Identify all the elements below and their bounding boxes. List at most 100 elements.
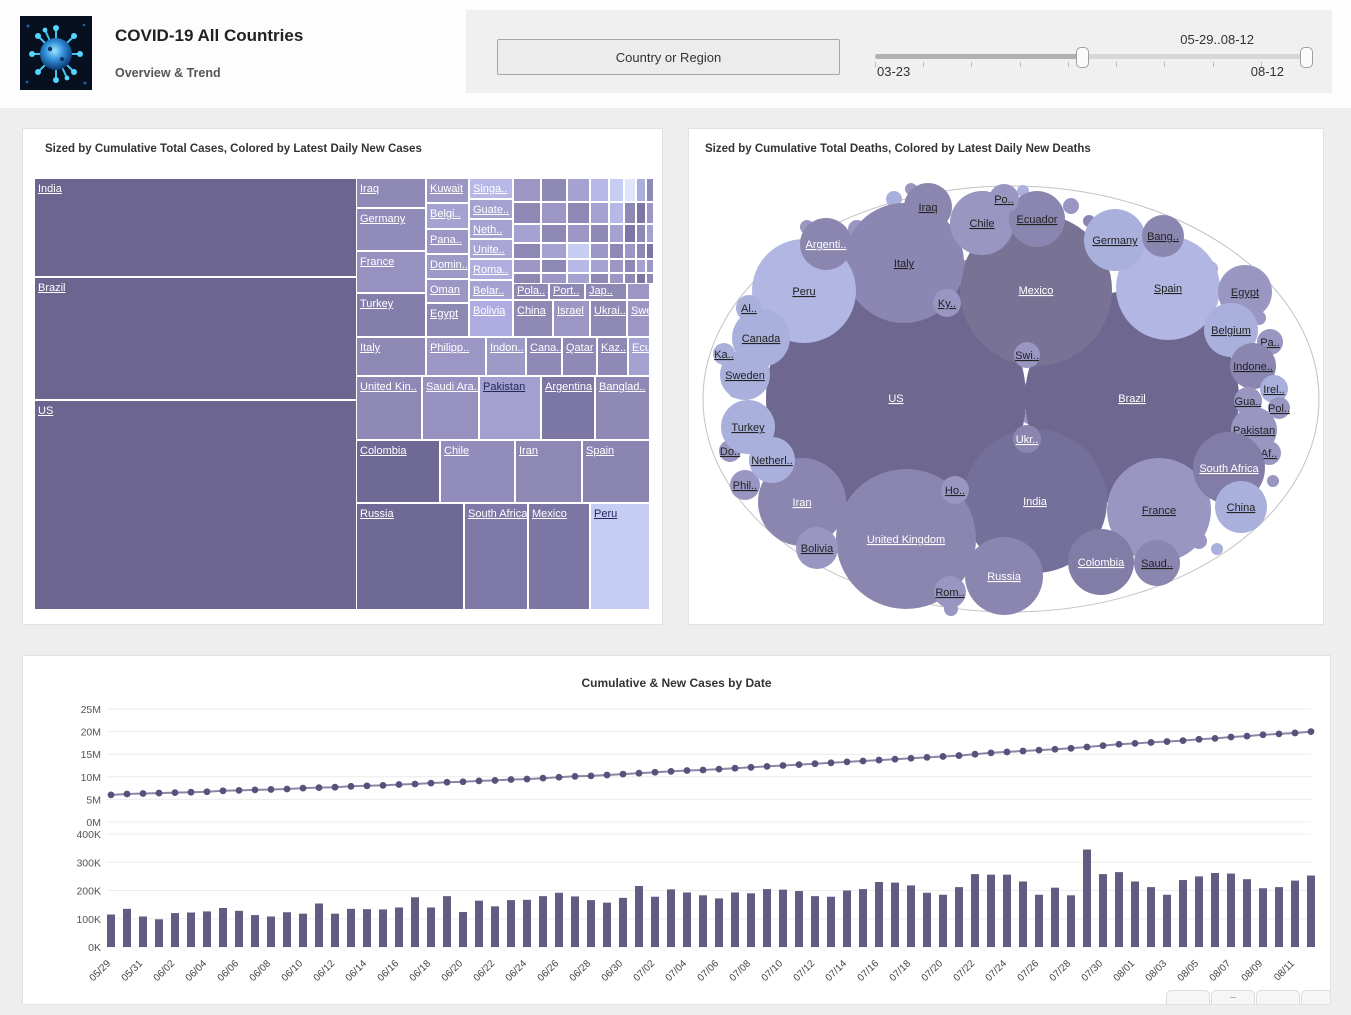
new-cases-bar[interactable] bbox=[411, 897, 419, 947]
new-cases-bar[interactable] bbox=[1291, 880, 1299, 947]
bubble-mexico[interactable] bbox=[960, 214, 1112, 366]
treemap-cell-belar[interactable]: Belar.. bbox=[470, 281, 512, 299]
bubble-iraq[interactable] bbox=[904, 183, 952, 231]
new-cases-bar[interactable] bbox=[539, 896, 547, 947]
treemap-cell-mexico[interactable]: Mexico bbox=[529, 504, 589, 609]
chart-toolbar-button-2[interactable]: − bbox=[1211, 990, 1255, 1004]
new-cases-bar[interactable] bbox=[203, 911, 211, 947]
new-cases-bar[interactable] bbox=[699, 895, 707, 947]
treemap-cell-united-kin[interactable]: United Kin.. bbox=[357, 377, 421, 439]
bubble-ecuador[interactable] bbox=[1009, 191, 1065, 247]
bubble-small[interactable] bbox=[886, 191, 902, 207]
treemap-cell-port[interactable]: Port.. bbox=[550, 281, 584, 299]
treemap-cell-ecua[interactable]: Ecua.. bbox=[629, 338, 649, 375]
bubble-swi[interactable] bbox=[1014, 342, 1040, 368]
treemap-cell-small[interactable] bbox=[542, 260, 566, 272]
bubble-france[interactable] bbox=[1107, 458, 1211, 562]
cumulative-point[interactable] bbox=[427, 779, 435, 787]
bubble-spain[interactable] bbox=[1116, 236, 1220, 340]
cumulative-point[interactable] bbox=[283, 785, 291, 793]
cumulative-point[interactable] bbox=[651, 768, 659, 776]
new-cases-bar[interactable] bbox=[747, 893, 755, 947]
treemap-cell-small[interactable] bbox=[542, 274, 566, 283]
new-cases-bar[interactable] bbox=[379, 909, 387, 947]
cumulative-point[interactable] bbox=[1179, 737, 1187, 745]
cumulative-point[interactable] bbox=[251, 786, 259, 794]
cumulative-point[interactable] bbox=[1259, 731, 1267, 739]
cumulative-point[interactable] bbox=[1307, 728, 1315, 735]
cumulative-point[interactable] bbox=[235, 786, 243, 794]
treemap-cell-small[interactable] bbox=[542, 225, 566, 242]
country-or-region-filter-button[interactable]: Country or Region bbox=[497, 39, 840, 75]
new-cases-bar[interactable] bbox=[1179, 880, 1187, 947]
treemap-cell-germany[interactable]: Germany bbox=[357, 209, 425, 250]
cumulative-point[interactable] bbox=[1115, 740, 1123, 748]
cumulative-point[interactable] bbox=[1083, 743, 1091, 751]
new-cases-bar[interactable] bbox=[603, 902, 611, 947]
treemap-cell-brazil[interactable]: Brazil bbox=[35, 278, 356, 399]
new-cases-bar[interactable] bbox=[235, 910, 243, 947]
treemap-cell-small[interactable] bbox=[591, 274, 608, 283]
cumulative-point[interactable] bbox=[315, 784, 323, 792]
cumulative-point[interactable] bbox=[907, 754, 915, 762]
treemap-cell-guate[interactable]: Guate.. bbox=[470, 200, 512, 218]
treemap-cell-small[interactable] bbox=[514, 244, 540, 258]
cumulative-point[interactable] bbox=[1291, 729, 1299, 737]
treemap-cell-small[interactable] bbox=[625, 179, 635, 201]
treemap-cell-peru[interactable]: Peru bbox=[591, 504, 649, 609]
cumulative-point[interactable] bbox=[1131, 739, 1139, 747]
treemap-cell-kuwait[interactable]: Kuwait bbox=[427, 179, 468, 202]
treemap-cell-cana[interactable]: Cana.. bbox=[527, 338, 561, 375]
cumulative-point[interactable] bbox=[1211, 734, 1219, 742]
cumulative-point[interactable] bbox=[635, 769, 643, 777]
new-cases-bar[interactable] bbox=[1019, 881, 1027, 947]
treemap-cell-bolivia[interactable]: Bolivia bbox=[470, 301, 512, 336]
cumulative-point[interactable] bbox=[523, 775, 531, 783]
bubble-al[interactable] bbox=[736, 295, 762, 321]
treemap-cell-small[interactable] bbox=[637, 225, 645, 242]
new-cases-bar[interactable] bbox=[555, 892, 563, 947]
cumulative-point[interactable] bbox=[187, 788, 195, 796]
cumulative-point[interactable] bbox=[107, 791, 115, 799]
treemap-cell-chile[interactable]: Chile bbox=[441, 441, 514, 502]
bubble-pol[interactable] bbox=[1268, 397, 1290, 419]
new-cases-bar[interactable] bbox=[491, 906, 499, 947]
new-cases-bar[interactable] bbox=[299, 913, 307, 947]
cumulative-point[interactable] bbox=[699, 766, 707, 774]
cumulative-point[interactable] bbox=[603, 771, 611, 779]
new-cases-bar[interactable] bbox=[107, 914, 115, 947]
treemap-cell-russia[interactable]: Russia bbox=[357, 504, 463, 609]
cumulative-point[interactable] bbox=[443, 778, 451, 786]
cumulative-point[interactable] bbox=[683, 767, 691, 774]
cumulative-point[interactable] bbox=[1243, 732, 1251, 740]
cumulative-point[interactable] bbox=[827, 759, 835, 767]
cumulative-point[interactable] bbox=[1067, 744, 1075, 752]
bubble-irel[interactable] bbox=[1260, 375, 1288, 403]
new-cases-bar[interactable] bbox=[395, 907, 403, 947]
treemap-cell-unite[interactable]: Unite.. bbox=[470, 240, 512, 258]
new-cases-bar[interactable] bbox=[971, 874, 979, 947]
slider-track[interactable] bbox=[875, 54, 1309, 59]
new-cases-bar[interactable] bbox=[987, 874, 995, 947]
treemap-cell-indon[interactable]: Indon.. bbox=[487, 338, 525, 375]
treemap-cell-small[interactable] bbox=[514, 225, 540, 242]
bubble-po[interactable] bbox=[989, 184, 1019, 214]
treemap-cell-kaz[interactable]: Kaz.. bbox=[598, 338, 627, 375]
treemap-cell-egypt[interactable]: Egypt bbox=[427, 304, 468, 336]
bubble-saud[interactable] bbox=[1134, 540, 1180, 586]
slider-handle-end[interactable] bbox=[1299, 47, 1313, 68]
treemap-cell-small[interactable] bbox=[625, 203, 635, 223]
new-cases-bar[interactable] bbox=[347, 908, 355, 947]
treemap-cell-iraq[interactable]: Iraq bbox=[357, 179, 425, 207]
bubble-belgium[interactable] bbox=[1204, 303, 1258, 357]
cumulative-point[interactable] bbox=[219, 787, 227, 795]
new-cases-bar[interactable] bbox=[1307, 875, 1315, 947]
treemap-cell-china[interactable]: China bbox=[514, 301, 552, 336]
treemap-cell-small[interactable] bbox=[637, 260, 645, 272]
new-cases-bar[interactable] bbox=[731, 892, 739, 947]
new-cases-bar[interactable] bbox=[843, 890, 851, 948]
new-cases-bar[interactable] bbox=[1099, 874, 1107, 947]
new-cases-bar[interactable] bbox=[155, 919, 163, 947]
bubble-italy[interactable] bbox=[844, 203, 964, 323]
treemap-cell-small[interactable] bbox=[542, 244, 566, 258]
